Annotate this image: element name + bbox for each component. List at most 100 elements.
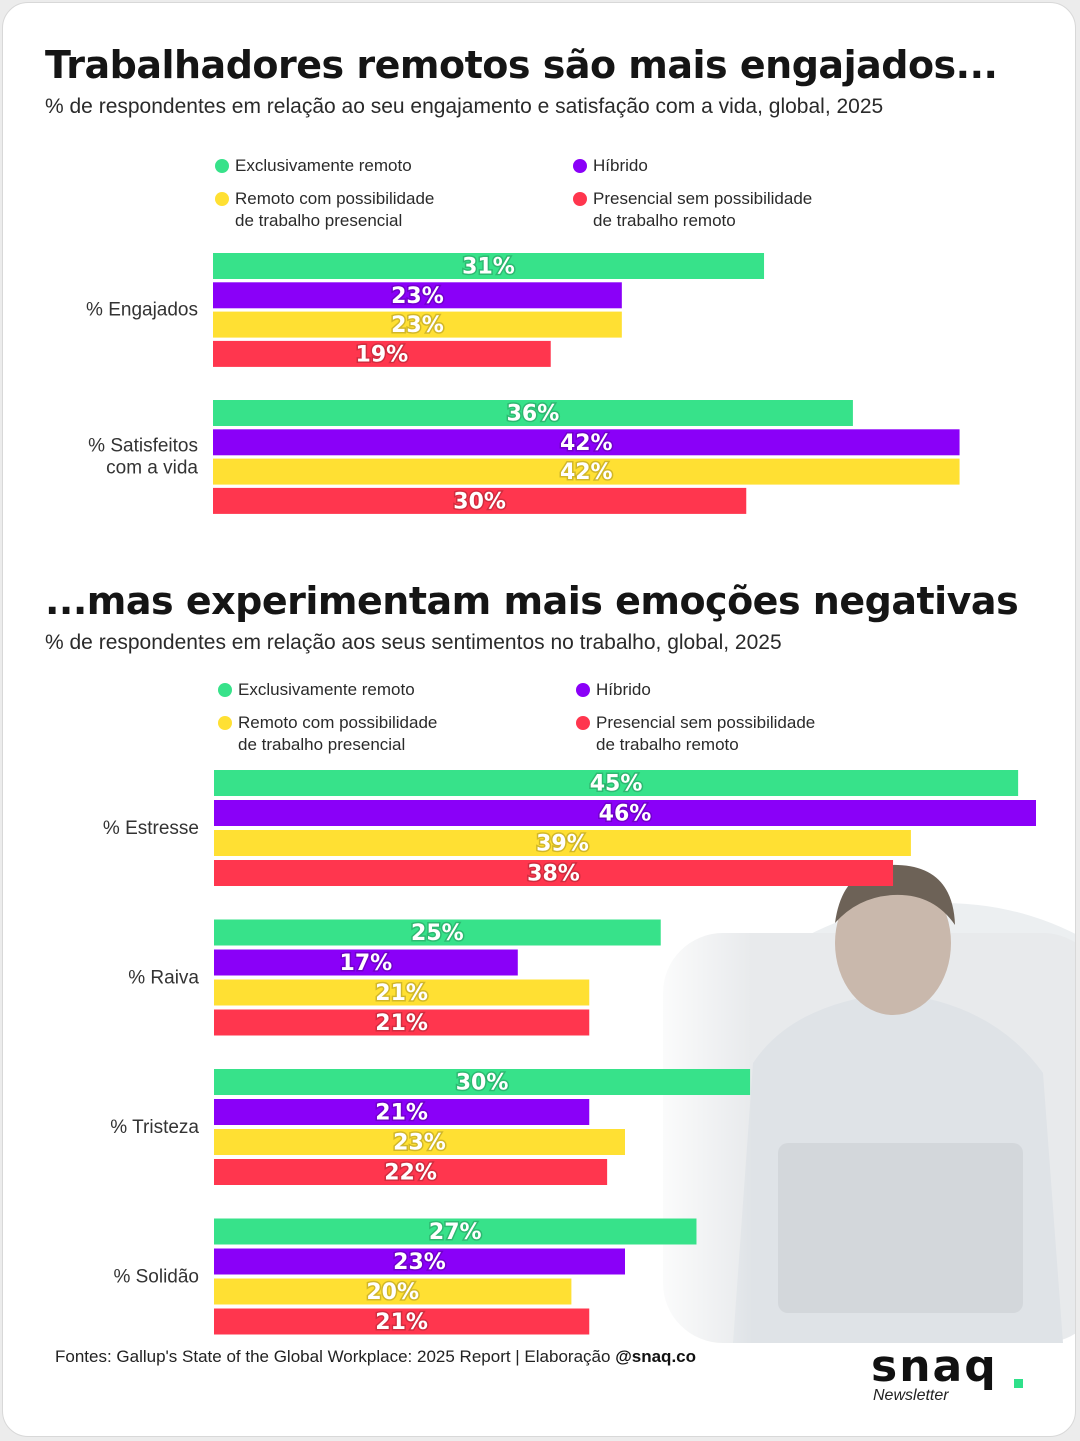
bar-remote_onsite xyxy=(214,979,590,1006)
bar-remote_onsite xyxy=(214,1129,625,1155)
bar-value-label: 23% xyxy=(391,313,444,338)
legend-item-hybrid: Híbrido xyxy=(573,155,648,177)
logo-accent xyxy=(1014,1379,1023,1388)
chart-engagement: % Engajados 31% 23% 23% 19% % Satisfeitoscom … xyxy=(86,253,960,516)
bar-value-label: 46% xyxy=(599,802,652,827)
footer-text: Fontes: Gallup's State of the Global Wor… xyxy=(55,1347,611,1366)
legend-label: de trabalho remoto xyxy=(596,735,739,754)
section2-title: ...mas experimentam mais emoções negativ… xyxy=(45,579,1019,623)
legend-item-remote-onsite: Remoto com possibilidade de trabalho pre… xyxy=(218,712,437,756)
bar-value-label: 22% xyxy=(384,1161,437,1186)
bar-value-label: 25% xyxy=(411,921,464,946)
legend-label: Híbrido xyxy=(596,680,651,699)
bar-value-label: 21% xyxy=(375,1101,428,1126)
bar-value-label: 39% xyxy=(536,832,589,857)
footer-sources: Fontes: Gallup's State of the Global Wor… xyxy=(55,1347,696,1367)
logo-wordmark: snaq xyxy=(871,1341,998,1392)
legend-dot-remote-onsite xyxy=(218,716,232,730)
legend-label: Presencial sem possibilidade xyxy=(596,713,816,732)
bar-remote_onsite xyxy=(213,458,960,485)
bar-value-label: 17% xyxy=(340,951,393,976)
bar-value-label: 19% xyxy=(356,342,409,367)
legend-dot-remote xyxy=(218,683,232,697)
bar-remote xyxy=(214,1218,697,1245)
bar-hybrid xyxy=(214,949,518,976)
bar-hybrid xyxy=(213,429,960,456)
bar-value-label: 27% xyxy=(429,1220,482,1245)
bar-remote xyxy=(214,919,661,946)
bar-onsite xyxy=(214,860,894,886)
legend-label: de trabalho remoto xyxy=(593,211,736,230)
legend-label: Remoto com possibilidade xyxy=(238,713,438,732)
bar-value-label: 21% xyxy=(375,1310,428,1335)
bar-value-label: 31% xyxy=(462,255,515,280)
bar-hybrid xyxy=(214,1099,590,1125)
legend-item-onsite: Presencial sem possibilidade de trabalho… xyxy=(573,188,812,232)
category-label: % Satisfeitos xyxy=(88,436,198,457)
bar-value-label: 42% xyxy=(560,431,613,456)
bar-remote xyxy=(213,400,853,426)
bar-value-label: 42% xyxy=(560,460,613,485)
legend-item-hybrid: Híbrido xyxy=(576,679,651,701)
legend-label: de trabalho presencial xyxy=(238,735,406,754)
legend-label: Remoto com possibilidade xyxy=(235,189,435,208)
bar-hybrid xyxy=(213,282,622,309)
bar-value-label: 21% xyxy=(375,981,428,1006)
bar-remote_onsite xyxy=(213,311,622,338)
category-label: % Raiva xyxy=(128,968,199,989)
bar-value-label: 30% xyxy=(456,1071,509,1096)
bar-value-label: 38% xyxy=(527,862,580,887)
snaq-logo: snaq Newsletter xyxy=(871,1341,1031,1411)
bar-value-label: 21% xyxy=(375,1011,428,1036)
section1-subtitle: % de respondentes em relação ao seu enga… xyxy=(45,95,884,118)
bar-remote xyxy=(214,1069,751,1095)
logo-subtitle: Newsletter xyxy=(873,1387,949,1404)
legend-item-remote: Exclusivamente remoto xyxy=(218,679,415,701)
legend-label: Exclusivamente remoto xyxy=(235,156,412,175)
bar-onsite xyxy=(214,1308,590,1335)
section2-subtitle: % de respondentes em relação aos seus se… xyxy=(45,631,782,654)
bar-value-label: 23% xyxy=(393,1131,446,1156)
legend-dot-hybrid xyxy=(573,159,587,173)
bar-remote_onsite xyxy=(214,830,911,856)
bar-value-label: 36% xyxy=(507,402,560,427)
legend-label: Presencial sem possibilidade xyxy=(593,189,813,208)
bar-onsite xyxy=(213,340,551,367)
legend-dot-onsite xyxy=(576,716,590,730)
bar-onsite xyxy=(213,487,747,514)
legend-label: Híbrido xyxy=(593,156,648,175)
category-label: % Solidão xyxy=(113,1267,199,1288)
bar-onsite xyxy=(214,1009,590,1036)
section2-legend: Exclusivamente remoto Híbrido Remoto com… xyxy=(218,679,918,759)
bar-remote_onsite xyxy=(214,1278,572,1305)
legend-item-onsite: Presencial sem possibilidade de trabalho… xyxy=(576,712,815,756)
legend-dot-onsite xyxy=(573,192,587,206)
bar-remote xyxy=(214,770,1019,796)
bar-hybrid xyxy=(214,800,1036,826)
legend-dot-hybrid xyxy=(576,683,590,697)
bar-value-label: 23% xyxy=(393,1250,446,1275)
legend-item-remote-onsite: Remoto com possibilidade de trabalho pre… xyxy=(215,188,434,232)
chart-negative-emotions: % Estresse 45% 46% 39% 38% % Raiva 25% 17% 21% 21… xyxy=(103,770,1036,1337)
legend-label: de trabalho presencial xyxy=(235,211,403,230)
category-label: % Tristeza xyxy=(110,1117,199,1138)
bar-value-label: 45% xyxy=(590,772,643,797)
bar-onsite xyxy=(214,1159,608,1185)
section1-legend: Exclusivamente remoto Híbrido Remoto com… xyxy=(215,155,915,235)
bar-value-label: 23% xyxy=(391,284,444,309)
legend-dot-remote xyxy=(215,159,229,173)
category-label: % Engajados xyxy=(86,300,198,321)
bar-value-label: 20% xyxy=(366,1280,419,1305)
legend-label: Exclusivamente remoto xyxy=(238,680,415,699)
bar-hybrid xyxy=(214,1248,625,1275)
bar-value-label: 30% xyxy=(453,489,506,514)
section1-title: Trabalhadores remotos são mais engajados… xyxy=(45,43,998,87)
category-label: % Estresse xyxy=(103,818,199,839)
legend-dot-remote-onsite xyxy=(215,192,229,206)
person-laptop-photo xyxy=(643,843,1075,1343)
category-label: com a vida xyxy=(106,458,198,479)
footer-handle[interactable]: @snaq.co xyxy=(615,1347,697,1366)
bar-remote xyxy=(213,253,765,279)
legend-item-remote: Exclusivamente remoto xyxy=(215,155,412,177)
